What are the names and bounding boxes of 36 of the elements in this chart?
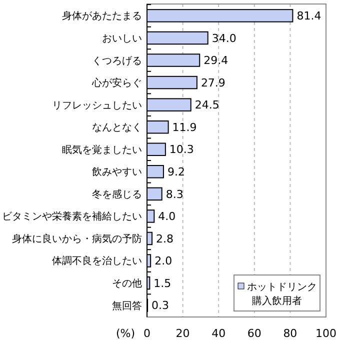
y-tick-label: くつろげる bbox=[92, 54, 142, 67]
y-tick-label: その他 bbox=[112, 278, 142, 290]
y-tick-label: なんとなく bbox=[92, 122, 142, 134]
data-label: 2.8 bbox=[156, 232, 174, 246]
data-label: 2.0 bbox=[154, 254, 172, 268]
y-tick-label: ビタミンや栄養素を補給したい bbox=[2, 210, 142, 223]
data-label: 4.0 bbox=[158, 210, 176, 224]
data-label: 34.0 bbox=[212, 32, 236, 45]
y-tick-label: リフレッシュしたい bbox=[52, 100, 142, 112]
x-tick-label: 60 bbox=[247, 327, 262, 340]
y-tick-label: 心が安らぐ bbox=[91, 77, 142, 90]
x-tick-label: 80 bbox=[283, 327, 298, 340]
y-tick-label: 眠気を覚ましたい bbox=[62, 144, 142, 156]
x-axis-title: (%) bbox=[116, 327, 135, 340]
x-tick-label: 0 bbox=[144, 327, 150, 340]
data-label: 0.3 bbox=[152, 299, 170, 312]
legend-label: ホットドリンク購入飲用者 bbox=[247, 282, 317, 307]
data-label: 1.5 bbox=[154, 276, 172, 290]
data-label: 27.9 bbox=[200, 76, 226, 90]
x-tick-label: 100 bbox=[316, 327, 336, 340]
data-label: 8.3 bbox=[166, 188, 184, 201]
x-tick-label: 20 bbox=[176, 327, 190, 340]
y-tick-label: おいしい bbox=[102, 33, 142, 44]
x-tick-label: 40 bbox=[212, 327, 226, 340]
data-label: 24.5 bbox=[194, 98, 220, 112]
data-label: 29.4 bbox=[204, 54, 228, 68]
data-label: 11.9 bbox=[172, 120, 197, 134]
y-tick-label: 飲みやすい bbox=[92, 167, 142, 178]
y-tick-label: 体調不良を治したい bbox=[52, 255, 142, 268]
y-tick-label: 身体があたたまる bbox=[62, 10, 142, 22]
data-label: 9.2 bbox=[167, 165, 185, 178]
y-tick-label: 無回答 bbox=[112, 300, 142, 312]
data-label: 81.4 bbox=[296, 10, 322, 23]
y-tick-label: 身体に良いから・病気の予防 bbox=[12, 232, 142, 245]
data-label: 10.3 bbox=[169, 143, 194, 156]
y-tick-label: 冬を感じる bbox=[92, 188, 142, 200]
